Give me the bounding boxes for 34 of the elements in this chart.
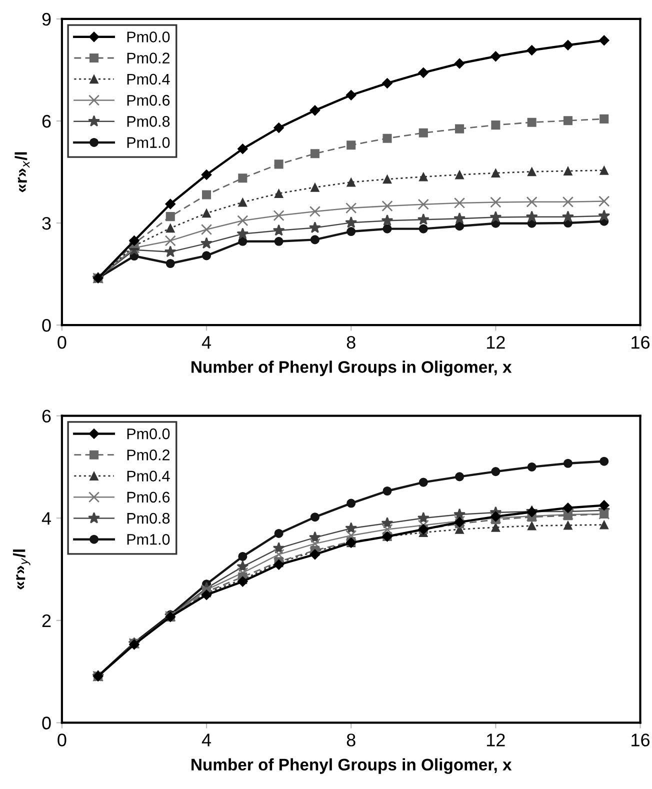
legend-label: Pm0.0 bbox=[127, 428, 170, 440]
x-tick-label: 12 bbox=[487, 336, 505, 349]
y-axis-title: «r»$_{x}$/l bbox=[14, 152, 30, 192]
legend-label: Pm0.4 bbox=[127, 74, 170, 85]
legend-label: Pm0.6 bbox=[127, 492, 170, 503]
x-tick-label: 8 bbox=[346, 336, 356, 349]
x-axis-title: Number of Phenyl Groups in Oligomer, x bbox=[192, 758, 512, 774]
y-tick-label: 6 bbox=[42, 410, 51, 423]
y-tick-label: 2 bbox=[42, 614, 51, 627]
y-tick-label: 0 bbox=[42, 319, 51, 332]
legend-label: Pm1.0 bbox=[127, 137, 170, 148]
x-axis-title: Number of Phenyl Groups in Oligomer, x bbox=[192, 360, 512, 376]
y-tick-label: 4 bbox=[42, 512, 51, 525]
y-tick-label: 3 bbox=[42, 216, 51, 230]
y-axis-title: «r»$_{y}$/l bbox=[13, 550, 30, 590]
y-tick-label: 0 bbox=[42, 716, 51, 730]
legend-label: Pm0.8 bbox=[127, 116, 170, 127]
x-tick-label: 16 bbox=[632, 734, 650, 746]
x-tick-label: 12 bbox=[487, 734, 505, 746]
x-tick-label: 8 bbox=[346, 734, 356, 746]
x-tick-label: 4 bbox=[202, 336, 212, 349]
legend-label: Pm0.0 bbox=[127, 32, 170, 42]
x-tick-label: 0 bbox=[58, 336, 66, 349]
legend-label: Pm0.6 bbox=[127, 94, 170, 106]
legend-label: Pm0.2 bbox=[127, 450, 170, 460]
legend-label: Pm0.4 bbox=[127, 470, 170, 482]
x-tick-label: 16 bbox=[632, 336, 650, 349]
x-tick-label: 0 bbox=[58, 734, 66, 746]
y-tick-label: 9 bbox=[42, 12, 51, 26]
x-tick-label: 4 bbox=[202, 734, 212, 746]
legend-label: Pm0.2 bbox=[127, 52, 170, 64]
legend-label: Pm1.0 bbox=[127, 534, 170, 545]
y-tick-label: 6 bbox=[42, 114, 51, 128]
legend-label: Pm0.8 bbox=[127, 512, 170, 524]
